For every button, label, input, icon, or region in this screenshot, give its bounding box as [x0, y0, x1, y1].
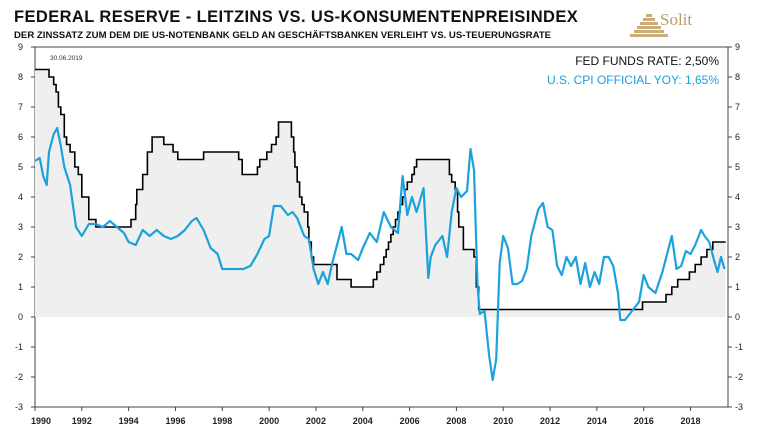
y-tick-label-right: 6 — [735, 132, 740, 142]
y-tick-label-right: 7 — [735, 102, 740, 112]
y-tick-label-left: -2 — [15, 372, 23, 382]
cpi-line — [34, 126, 726, 382]
fed-funds-area — [35, 69, 726, 317]
y-tick-label-right: -2 — [735, 372, 743, 382]
x-tick-label: 2008 — [446, 416, 466, 426]
y-tick-label-left: 0 — [18, 312, 23, 322]
x-tick-label: 2012 — [540, 416, 560, 426]
legend-fed-funds: FED FUNDS RATE: 2,50% — [575, 54, 719, 68]
x-tick-label: 2006 — [400, 416, 420, 426]
chart-subtitle: DER ZINSSATZ ZUM DEM DIE US-NOTENBANK GE… — [14, 30, 552, 41]
x-tick-label: 2002 — [306, 416, 326, 426]
x-tick-label: 2000 — [259, 416, 279, 426]
series-layer — [34, 68, 726, 382]
x-tick-label: 2014 — [587, 416, 607, 426]
x-tick-label: 1998 — [212, 416, 232, 426]
y-tick-label-right: 0 — [735, 312, 740, 322]
y-tick-label-left: 9 — [18, 42, 23, 52]
x-tick-label: 1994 — [119, 416, 139, 426]
y-tick-label-right: -1 — [735, 342, 743, 352]
y-tick-label-left: 6 — [18, 132, 23, 142]
legend-cpi: U.S. CPI OFFICIAL YOY: 1,65% — [547, 73, 719, 87]
labels-layer: -3 -3 -2 -2 -1 -1 0 0 1 1 2 2 3 3 4 4 5 5 6 6 7 7 8 8 9 9 1990 1992… — [15, 42, 743, 426]
x-tick-label: 2016 — [634, 416, 654, 426]
x-tick-label: 2004 — [353, 416, 373, 426]
x-tick-label: 1990 — [31, 416, 51, 426]
y-tick-label-left: -3 — [15, 402, 23, 412]
y-tick-label-left: 4 — [18, 192, 23, 202]
y-tick-label-right: 9 — [735, 42, 740, 52]
y-tick-label-left: -1 — [15, 342, 23, 352]
pyramid-logo-icon — [630, 14, 668, 37]
y-tick-label-right: -3 — [735, 402, 743, 412]
y-tick-label-left: 3 — [18, 222, 23, 232]
logo-text: Solit — [660, 10, 693, 29]
date-label: 30.06.2019 — [50, 55, 83, 62]
chart-title: FEDERAL RESERVE - LEITZINS VS. US-KONSUM… — [14, 8, 579, 26]
y-tick-label-right: 5 — [735, 162, 740, 172]
y-tick-label-right: 8 — [735, 72, 740, 82]
y-tick-label-left: 2 — [18, 252, 23, 262]
y-tick-label-left: 1 — [18, 282, 23, 292]
y-tick-label-left: 5 — [18, 162, 23, 172]
y-tick-label-right: 1 — [735, 282, 740, 292]
y-tick-label-right: 4 — [735, 192, 740, 202]
x-tick-label: 2010 — [493, 416, 513, 426]
y-tick-label-left: 7 — [18, 102, 23, 112]
x-tick-label: 1996 — [165, 416, 185, 426]
x-tick-label: 2018 — [681, 416, 701, 426]
y-tick-label-left: 8 — [18, 72, 23, 82]
y-tick-label-right: 2 — [735, 252, 740, 262]
y-tick-label-right: 3 — [735, 222, 740, 232]
x-tick-label: 1992 — [72, 416, 92, 426]
